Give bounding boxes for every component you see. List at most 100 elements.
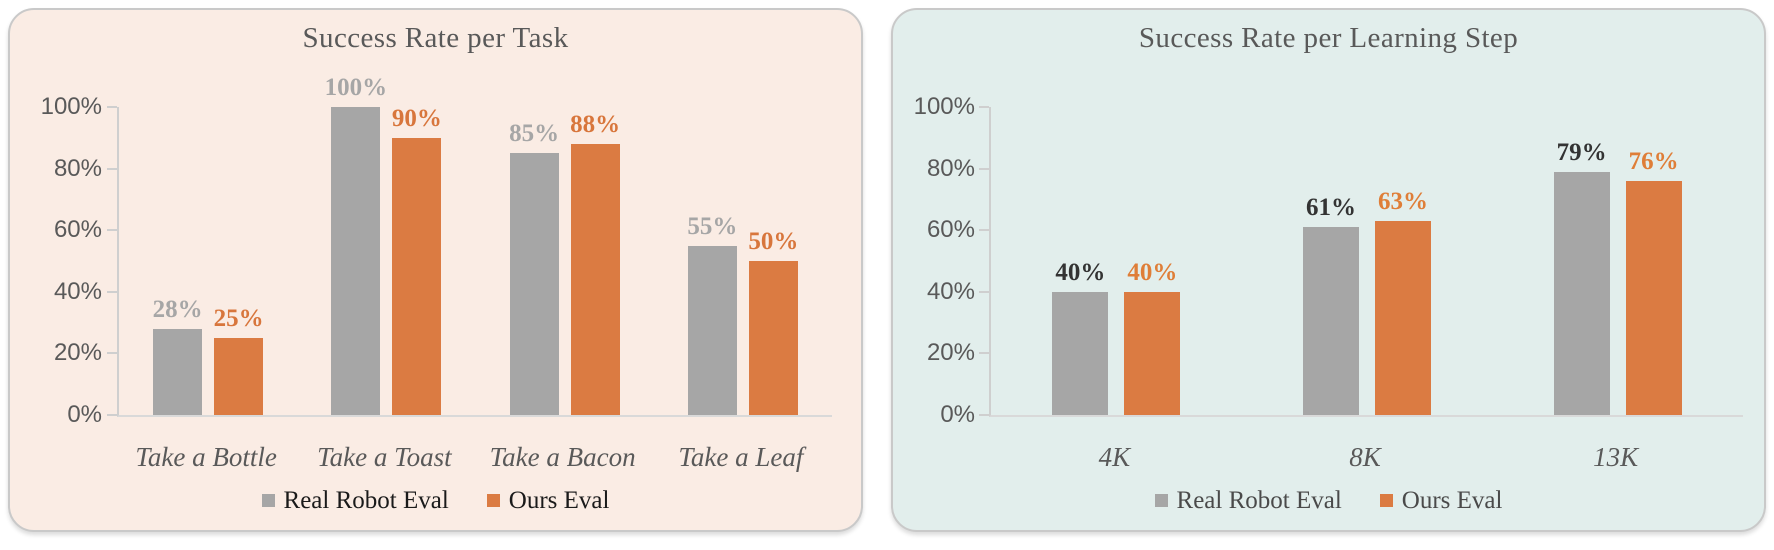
bar-group-take-a-leaf: 55% 50% [687, 107, 799, 415]
bar-slot: 50% [748, 107, 799, 415]
legend-label: Real Robot Eval [1176, 487, 1342, 514]
bar-ours-eval [570, 143, 620, 415]
bar-value-label: 50% [748, 228, 799, 255]
bar-slot: 63% [1374, 107, 1431, 415]
bar-value-label: 76% [1628, 147, 1679, 175]
legend-marker [1379, 494, 1393, 507]
legend: Real Robot Eval Ours Eval [893, 488, 1764, 513]
bar-group-13k: 79% 76% [1553, 107, 1682, 415]
bar-value-label: 85% [509, 120, 560, 148]
y-axis-tick-label: 20% [53, 339, 102, 367]
y-axis-tick-label: 80% [926, 154, 975, 182]
y-axis-tick [979, 167, 989, 170]
y-axis-labels: 100% 80% 60% 40% 20% 0% [893, 93, 975, 428]
success-rate-per-task-chart: Success Rate per Task 100% 80% 60% 40% 20% 0%… [8, 8, 863, 532]
y-axis-tick-label: 20% [926, 339, 975, 367]
y-axis-tick [107, 290, 117, 293]
bar-real-robot-eval [153, 328, 203, 415]
bar-ours-eval [1625, 180, 1682, 415]
bar-value-label: 79% [1556, 138, 1607, 166]
x-axis-category-label: Take a Bottle [135, 442, 277, 472]
y-axis-tick-label: 80% [53, 154, 102, 182]
y-axis-tick-label: 40% [53, 277, 102, 305]
y-axis-tick [979, 414, 989, 416]
legend-marker [261, 494, 275, 507]
y-axis-tick-label: 60% [53, 216, 102, 244]
bar-real-robot-eval [687, 245, 737, 415]
bar-value-label: 63% [1377, 187, 1428, 215]
x-axis-category-label: 8K [1349, 442, 1381, 472]
x-axis-labels: Take a Bottle Take a Toast Take a Bacon Tak… [117, 442, 830, 473]
legend-item-real-robot-eval: Real Robot Eval [261, 487, 449, 514]
bar-slot: 76% [1625, 107, 1682, 415]
success-rate-per-learning-step-chart: Success Rate per Learning Step 100% 80% 60… [891, 8, 1766, 532]
bar-ours-eval [214, 338, 264, 415]
legend-item-ours-eval: Ours Eval [1379, 487, 1503, 514]
y-axis-tick [107, 352, 117, 355]
bar-groups: 28% 25% 100% 90% 85% 88% 55% 50% [119, 75, 832, 415]
bar-value-label: 40% [1055, 258, 1106, 286]
y-axis-tick [979, 290, 989, 293]
legend-marker [1154, 494, 1168, 507]
bar-real-robot-eval [1052, 291, 1109, 415]
y-axis-tick-label: 0% [67, 401, 102, 428]
chart-title: Success Rate per Task [302, 22, 569, 54]
bar-slot: 85% [509, 107, 560, 415]
bar-slot: 90% [391, 104, 442, 415]
bar-slot: 25% [213, 107, 264, 415]
legend-item-real-robot-eval: Real Robot Eval [1154, 487, 1342, 514]
bar-real-robot-eval [509, 153, 559, 415]
bar-slot: 79% [1553, 107, 1610, 415]
legend-label: Ours Eval [508, 487, 610, 514]
bar-real-robot-eval [1553, 171, 1610, 415]
bar-value-label: 88% [570, 110, 621, 138]
x-axis-category-label: Take a Leaf [678, 442, 804, 472]
bar-ours-eval [1374, 220, 1431, 415]
bar-group-take-a-toast: 100% 90% [325, 75, 442, 415]
legend-marker [486, 494, 500, 507]
y-axis-labels: 100% 80% 60% 40% 20% 0% [10, 93, 102, 428]
bar-group-take-a-bottle: 28% 25% [152, 107, 264, 415]
plot-area: 28% 25% 100% 90% 85% 88% 55% 50% [107, 75, 832, 417]
y-axis-tick [107, 167, 117, 170]
bar-ours-eval [392, 137, 442, 415]
bar-groups: 40% 40% 61% 63% 79% 76% [991, 107, 1743, 415]
legend: Real Robot Eval Ours Eval [10, 488, 861, 513]
plot-area: 40% 40% 61% 63% 79% 76% [979, 106, 1743, 417]
y-axis-tick-label: 100% [40, 93, 102, 120]
bar-slot: 61% [1302, 107, 1359, 415]
bar-group-4k: 40% 40% [1052, 107, 1181, 415]
y-axis-tick [107, 414, 117, 416]
y-axis-tick-label: 100% [913, 93, 975, 120]
y-axis-tick-label: 60% [926, 216, 975, 244]
x-axis-category-label: Take a Bacon [489, 442, 636, 472]
bar-value-label: 25% [213, 305, 264, 332]
bar-value-label: 40% [1127, 258, 1178, 286]
legend-label: Ours Eval [1401, 487, 1503, 514]
bar-slot: 28% [152, 107, 203, 415]
bar-slot: 100% [325, 75, 387, 415]
y-axis-tick [979, 229, 989, 232]
bar-value-label: 100% [324, 74, 388, 101]
x-axis-labels: 4K 8K 13K [989, 442, 1741, 473]
bar-real-robot-eval [331, 107, 381, 415]
y-axis-tick [107, 229, 117, 232]
bar-value-label: 28% [152, 295, 203, 323]
bar-value-label: 61% [1305, 194, 1356, 222]
y-axis-tick [979, 352, 989, 355]
chart-title: Success Rate per Learning Step [1138, 22, 1519, 54]
bar-slot: 40% [1124, 107, 1181, 415]
bar-slot: 40% [1052, 107, 1109, 415]
bar-group-take-a-bacon: 85% 88% [509, 107, 621, 415]
bar-slot: 55% [687, 107, 738, 415]
x-axis-category-label: 4K [1098, 442, 1131, 472]
y-axis-tick-label: 0% [940, 401, 975, 428]
y-axis-tick [107, 106, 117, 108]
bar-ours-eval [748, 261, 798, 415]
bar-ours-eval [1124, 291, 1181, 415]
legend-label: Real Robot Eval [283, 487, 449, 514]
bar-value-label: 90% [391, 104, 442, 132]
bar-value-label: 55% [687, 212, 738, 240]
bar-real-robot-eval [1302, 227, 1359, 415]
y-axis-tick-label: 40% [926, 277, 975, 305]
